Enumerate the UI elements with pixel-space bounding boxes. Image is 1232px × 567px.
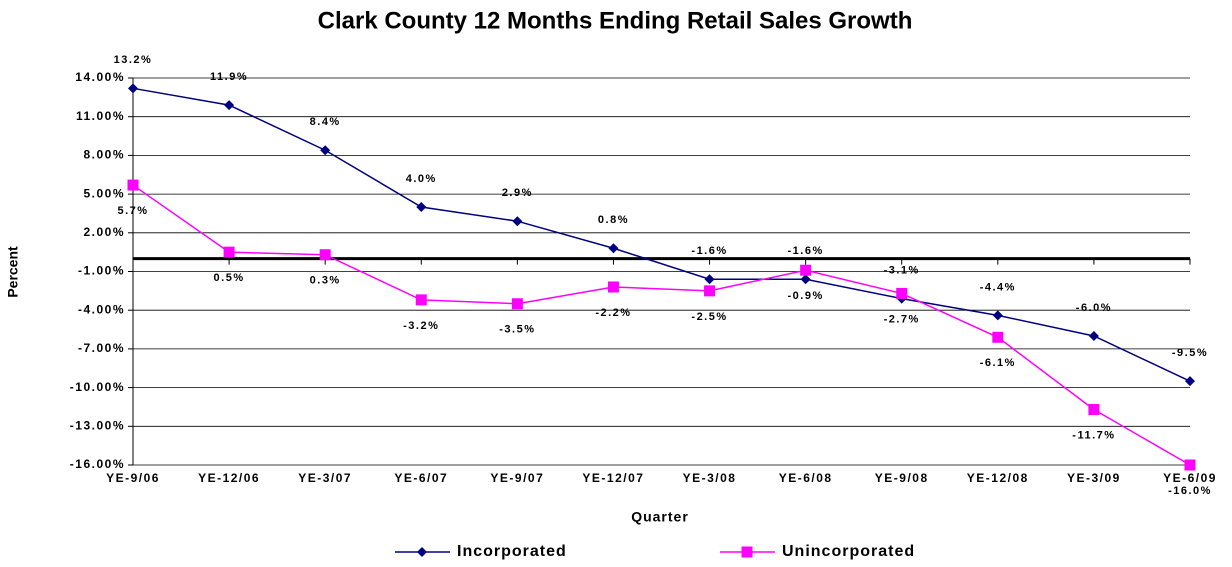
value-label: -16.0%	[1168, 485, 1212, 497]
value-label: -11.7%	[1072, 429, 1115, 441]
value-label: 0.5%	[214, 272, 245, 284]
value-label: -9.5%	[1172, 347, 1208, 359]
value-label: 4.0%	[406, 173, 437, 185]
y-tick-label: 11.00%	[76, 109, 125, 123]
y-tick-label: -13.00%	[70, 418, 125, 432]
y-tick-label: 14.00%	[75, 70, 125, 84]
value-label: -6.0%	[1076, 302, 1112, 314]
y-tick-label: 2.00%	[83, 225, 125, 239]
x-tick-label: YE-12/06	[198, 471, 260, 485]
marker	[1088, 331, 1099, 341]
x-tick-label: YE-9/08	[875, 471, 929, 485]
marker	[704, 274, 715, 285]
x-tick-label: YE-9/06	[106, 471, 160, 485]
value-label: 11.9%	[210, 71, 248, 83]
chart-title: Clark County 12 Months Ending Retail Sal…	[318, 7, 913, 34]
value-label: -2.2%	[595, 307, 631, 319]
value-label: 8.4%	[310, 116, 341, 128]
marker	[992, 331, 1004, 343]
x-tick-label: YE-3/07	[298, 471, 352, 485]
x-tick-label: YE-9/07	[490, 471, 544, 485]
marker	[128, 83, 138, 94]
series-line	[132, 184, 1191, 466]
y-tick-label: -16.00%	[70, 457, 125, 471]
value-label: -3.2%	[403, 320, 439, 332]
marker	[319, 249, 331, 261]
value-label: 0.3%	[310, 275, 341, 287]
y-tick-label: -1.00%	[78, 264, 125, 278]
x-tick-label: YE-6/07	[394, 471, 448, 485]
x-tick-label: YE-12/08	[967, 471, 1029, 485]
value-label: 13.2%	[114, 54, 153, 66]
marker	[704, 285, 716, 297]
value-label: -6.1%	[980, 357, 1016, 369]
x-tick-label: YE-12/07	[582, 471, 644, 485]
y-tick-label: 5.00%	[83, 186, 125, 200]
y-tick-label: -10.00%	[70, 380, 125, 394]
marker	[800, 274, 811, 285]
marker	[1088, 404, 1100, 416]
value-label: 0.8%	[598, 214, 629, 226]
marker	[512, 216, 523, 227]
x-tick-label: YE-6/08	[779, 471, 833, 485]
value-label: -3.1%	[884, 264, 920, 276]
y-tick-label: -7.00%	[78, 341, 125, 355]
marker	[223, 246, 235, 258]
marker	[1185, 376, 1195, 387]
value-label: -1.6%	[788, 245, 824, 257]
value-label: -2.7%	[884, 313, 920, 325]
marker	[1184, 459, 1196, 471]
legend-marker	[741, 546, 753, 558]
value-label: -1.6%	[691, 245, 727, 257]
x-axis-title: Quarter	[631, 509, 689, 525]
x-tick-label: YE-3/09	[1067, 471, 1121, 485]
y-tick-label: -4.00%	[78, 302, 125, 316]
marker	[224, 100, 235, 111]
value-label: -3.5%	[499, 324, 535, 336]
y-axis-title: Percent	[5, 246, 21, 298]
legend-label: Incorporated	[457, 543, 567, 560]
marker	[415, 294, 427, 306]
marker	[320, 145, 331, 156]
marker	[896, 287, 908, 299]
value-label: 2.9%	[502, 187, 533, 199]
marker	[608, 243, 619, 254]
marker	[800, 264, 812, 276]
marker	[127, 179, 139, 191]
marker	[607, 281, 619, 293]
x-tick-label: YE-3/08	[683, 471, 737, 485]
marker	[416, 202, 427, 212]
value-label: -2.5%	[691, 311, 727, 323]
legend-label: Unincorporated	[782, 543, 915, 560]
marker	[511, 298, 523, 310]
legend-marker	[417, 547, 427, 557]
value-label: -4.4%	[980, 281, 1016, 293]
series-line	[132, 87, 1191, 382]
value-label: -0.9%	[788, 290, 824, 302]
marker	[992, 310, 1003, 321]
x-tick-label: YE-6/09	[1163, 471, 1217, 485]
y-tick-label: 8.00%	[83, 148, 125, 162]
value-label: 5.7%	[117, 205, 148, 217]
